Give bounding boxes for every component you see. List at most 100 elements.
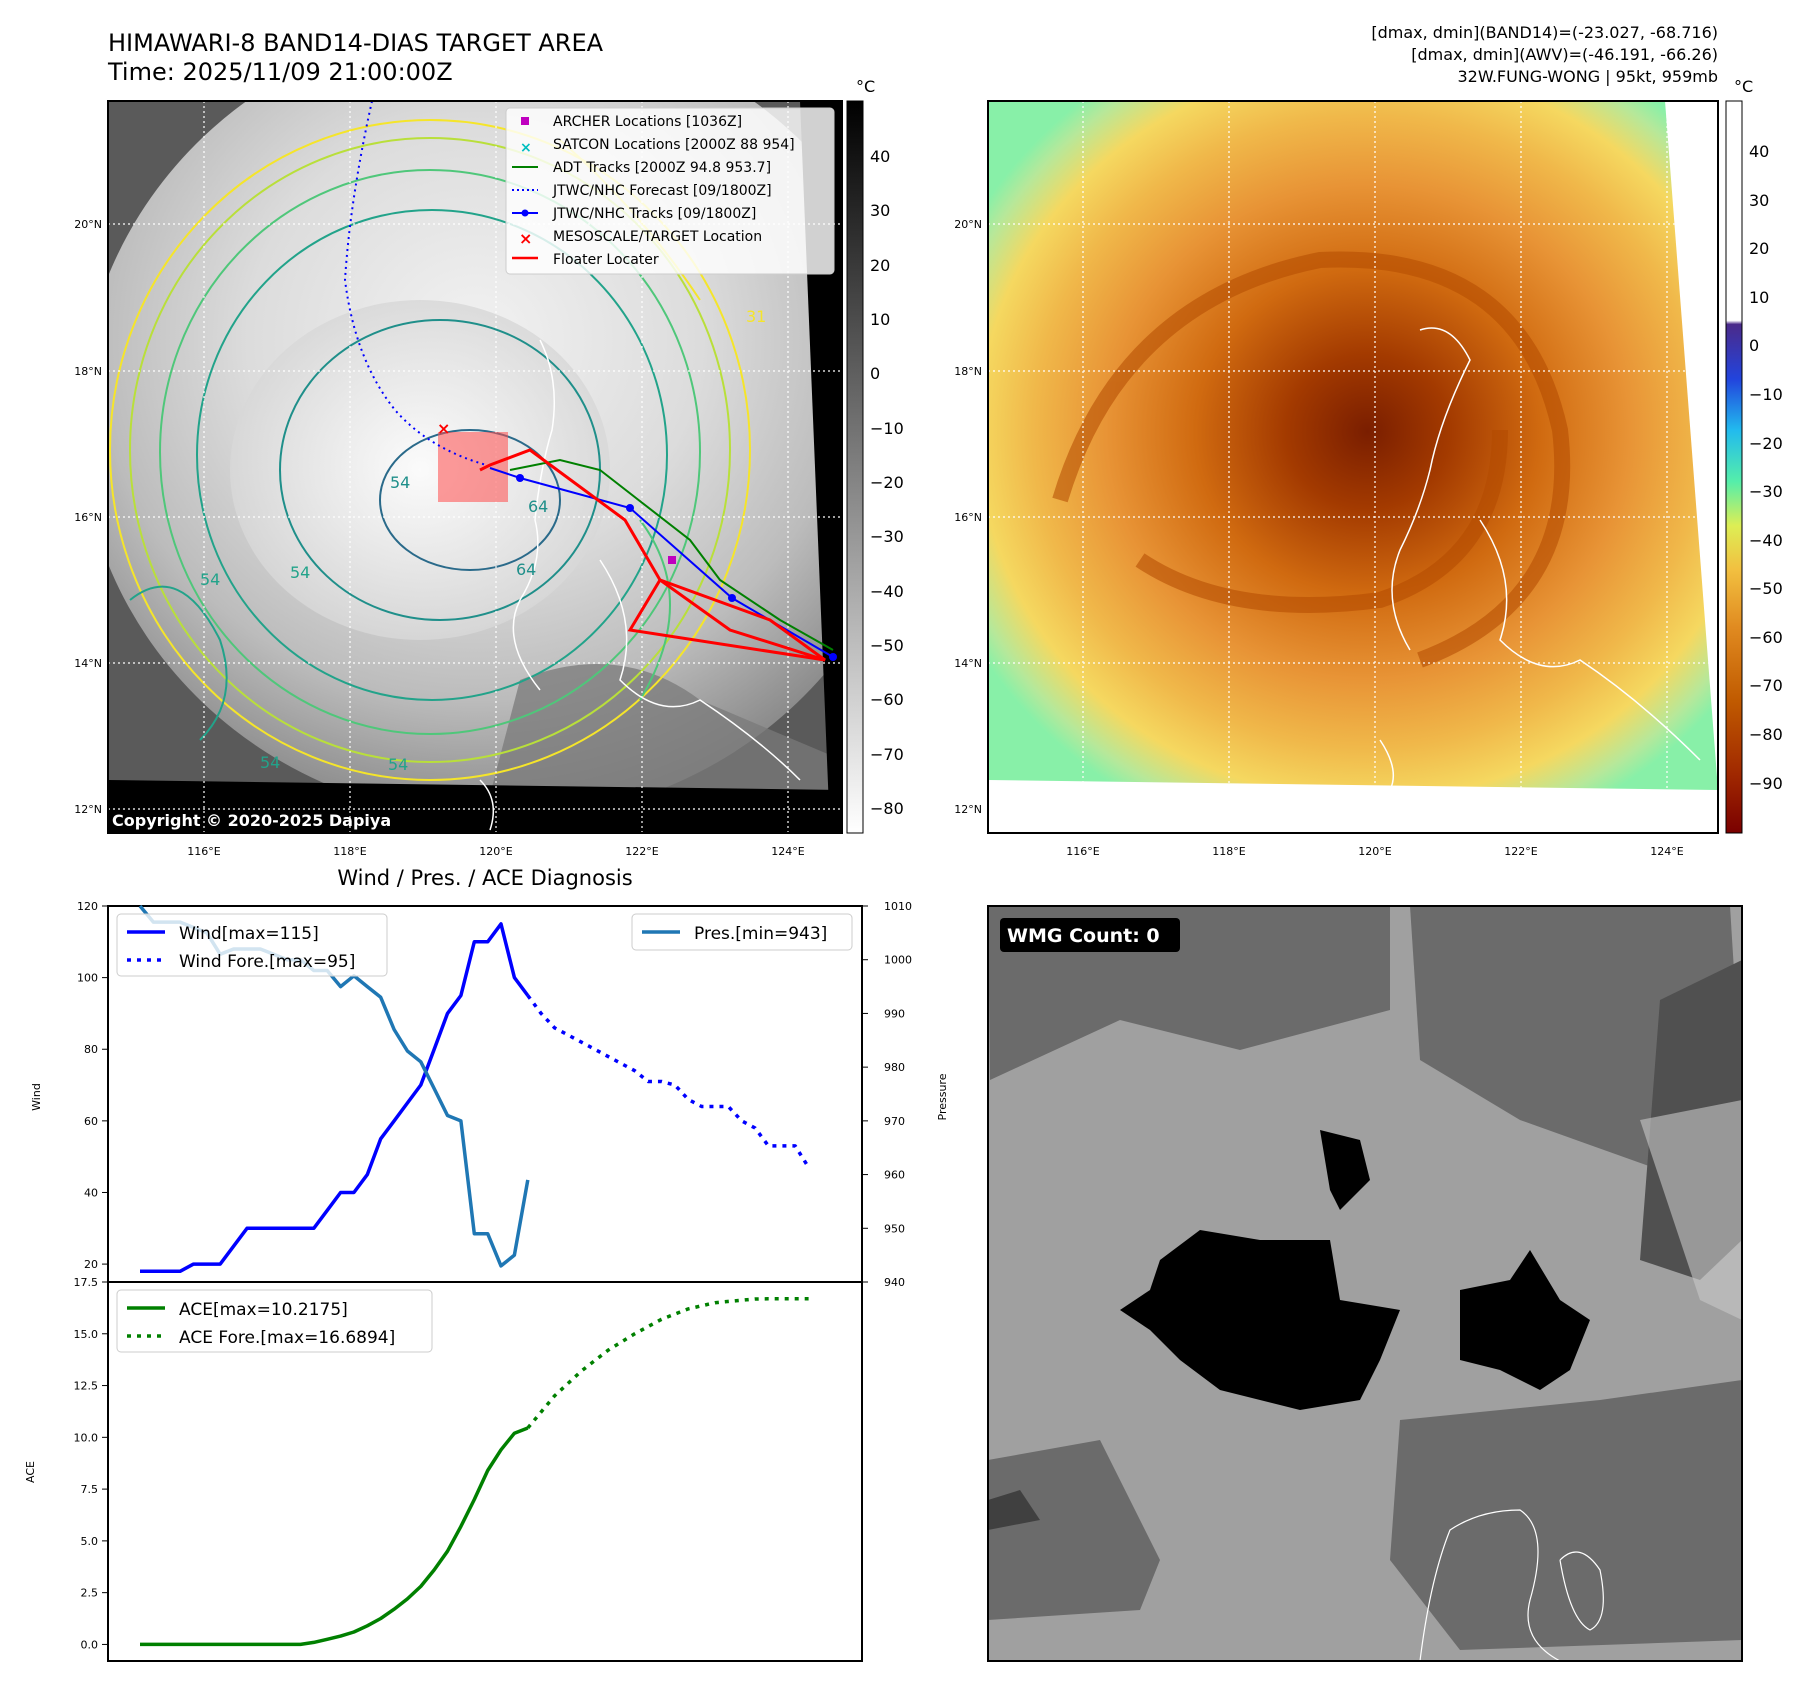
pressure-y-ticks: 940 950 960 970 980 990 1000 1010 bbox=[862, 900, 912, 1289]
bd-storm-image bbox=[988, 101, 1718, 790]
wmg-coastlines bbox=[1419, 1509, 1604, 1661]
pressure-tick-label: 990 bbox=[884, 1007, 905, 1020]
pressure-tick-label: 980 bbox=[884, 1061, 905, 1074]
bd-lon-labels: 116°E 118°E 120°E 122°E 124°E bbox=[1066, 845, 1683, 858]
cb-tick: −10 bbox=[1749, 385, 1783, 404]
mesoscale-box bbox=[438, 432, 508, 502]
contour-label: 54 bbox=[388, 755, 408, 774]
wind-y-ticks: 20 40 60 80 100 120 bbox=[77, 900, 108, 1271]
pressure-tick-label: 950 bbox=[884, 1222, 905, 1235]
ir-colorbar-ticks: 40 30 20 10 0 −10 −20 −30 −40 −50 −60 −7… bbox=[870, 147, 904, 818]
wind-legend: Wind[max=115] Wind Fore.[max=95] bbox=[116, 913, 388, 977]
ace-ylabel: ACE bbox=[24, 1461, 37, 1483]
cb-tick: 10 bbox=[870, 310, 890, 329]
lon-label: 120°E bbox=[1358, 845, 1391, 858]
mesoscale-legend-icon: × bbox=[519, 229, 532, 248]
ir-lon-labels: 116°E 118°E 120°E 122°E 124°E bbox=[187, 845, 804, 858]
lat-label: 16°N bbox=[954, 511, 982, 524]
cb-tick: −80 bbox=[1749, 725, 1783, 744]
info-band14: [dmax, dmin](BAND14)=(-23.027, -68.716) bbox=[1371, 23, 1718, 42]
legend-label: ACE Fore.[max=16.6894] bbox=[179, 1328, 395, 1348]
ace-tick-label: 2.5 bbox=[81, 1587, 99, 1600]
cb-tick: −40 bbox=[870, 582, 904, 601]
lat-label: 18°N bbox=[954, 365, 982, 378]
cb-tick: 40 bbox=[1749, 142, 1769, 161]
cb-tick: 10 bbox=[1749, 288, 1769, 307]
archer-legend-icon bbox=[521, 117, 529, 125]
archer-location bbox=[668, 556, 676, 564]
info-storm: 32W.FUNG-WONG | 95kt, 959mb bbox=[1457, 67, 1718, 86]
figure-title: HIMAWARI-8 BAND14-DIAS TARGET AREA bbox=[108, 29, 604, 57]
contour-label: 54 bbox=[260, 753, 280, 772]
legend-label: Floater Locater bbox=[553, 252, 659, 268]
ace-tick-label: 0.0 bbox=[81, 1638, 99, 1651]
bd-colorbar bbox=[1725, 100, 1743, 834]
pressure-legend: Pres.[min=943] bbox=[631, 913, 853, 951]
pressure-tick-label: 960 bbox=[884, 1169, 905, 1182]
wmg-frame bbox=[987, 905, 1743, 1662]
contour-label: 54 bbox=[290, 563, 310, 582]
lon-label: 122°E bbox=[625, 845, 658, 858]
ir-map-frame bbox=[107, 100, 843, 834]
wmg-coldest-region bbox=[1460, 1250, 1590, 1390]
wmg-cold-region bbox=[988, 1440, 1160, 1620]
cb-tick: −60 bbox=[870, 690, 904, 709]
legend-box bbox=[505, 107, 835, 275]
lat-label: 12°N bbox=[74, 803, 102, 816]
ir-colorbar-unit: °C bbox=[856, 77, 875, 96]
ir-map-panel: 54 54 54 54 54 64 64 31 × Copyright © 20… bbox=[74, 77, 904, 858]
series-line-ace bbox=[140, 1426, 529, 1647]
floater-locater bbox=[479, 448, 826, 662]
legend-label: JTWC/NHC Tracks [09/1800Z] bbox=[552, 206, 756, 222]
bd-colorbar-ticks: 40 30 20 10 0 −10 −20 −30 −40 −50 −60 −7… bbox=[1749, 142, 1783, 793]
cb-tick: −40 bbox=[1749, 531, 1783, 550]
wmg-colder-region bbox=[988, 1490, 1040, 1530]
lon-label: 124°E bbox=[1650, 845, 1683, 858]
wmg-count-badge bbox=[1000, 918, 1180, 952]
pressure-tick-label: 940 bbox=[884, 1276, 905, 1289]
lon-label: 118°E bbox=[1212, 845, 1245, 858]
cb-tick: −30 bbox=[870, 527, 904, 546]
cb-tick: −70 bbox=[1749, 676, 1783, 695]
lon-label: 116°E bbox=[1066, 845, 1099, 858]
series-line-ace-fore bbox=[526, 1297, 809, 1430]
ace-legend: ACE[max=10.2175] ACE Fore.[max=16.6894] bbox=[116, 1289, 433, 1353]
ace-y-ticks: 0.0 2.5 5.0 7.5 10.0 12.5 15.0 17.5 bbox=[74, 1276, 108, 1651]
bd-grid bbox=[988, 101, 1718, 833]
bd-lat-labels: 20°N 18°N 16°N 14°N 12°N bbox=[954, 218, 982, 816]
wind-tick-label: 100 bbox=[77, 972, 98, 985]
ir-cdo bbox=[230, 300, 610, 640]
wind-tick-label: 40 bbox=[84, 1186, 98, 1199]
cb-tick: 20 bbox=[1749, 239, 1769, 258]
ir-contours bbox=[109, 119, 751, 781]
cb-tick: −80 bbox=[870, 799, 904, 818]
cb-tick: −30 bbox=[1749, 482, 1783, 501]
pressure-tick-label: 1000 bbox=[884, 954, 912, 967]
bd-map-panel: 20°N 18°N 16°N 14°N 12°N 116°E 118°E 120… bbox=[954, 77, 1783, 858]
legend-label: MESOSCALE/TARGET Location bbox=[553, 229, 762, 245]
contour-label: 54 bbox=[200, 570, 220, 589]
legend-label: SATCON Locations [2000Z 88 954] bbox=[553, 137, 795, 153]
info-awv: [dmax, dmin](AWV)=(-46.191, -66.26) bbox=[1411, 45, 1718, 64]
figure-time: Time: 2025/11/09 21:00:00Z bbox=[107, 58, 453, 86]
cb-tick: −20 bbox=[870, 473, 904, 492]
ir-coastlines bbox=[479, 339, 801, 831]
series-line-wind bbox=[140, 922, 530, 1274]
header: HIMAWARI-8 BAND14-DIAS TARGET AREA Time:… bbox=[107, 23, 1718, 86]
ir-no-data-bottom bbox=[108, 780, 842, 833]
cb-tick: −20 bbox=[1749, 434, 1783, 453]
lat-label: 20°N bbox=[74, 218, 102, 231]
satcon-legend-icon: × bbox=[520, 140, 532, 156]
legend-label: Wind Fore.[max=95] bbox=[179, 952, 355, 972]
pressure-tick-label: 1010 bbox=[884, 900, 912, 913]
lat-label: 12°N bbox=[954, 803, 982, 816]
wmg-count-label: WMG Count: 0 bbox=[1007, 925, 1160, 947]
ace-series bbox=[140, 1297, 809, 1647]
wind-tick-label: 120 bbox=[77, 900, 98, 913]
lon-label: 118°E bbox=[333, 845, 366, 858]
lat-label: 14°N bbox=[74, 657, 102, 670]
lon-label: 120°E bbox=[479, 845, 512, 858]
bd-spiral-bands bbox=[1052, 251, 1571, 668]
wmg-warm-region bbox=[1640, 1100, 1742, 1320]
